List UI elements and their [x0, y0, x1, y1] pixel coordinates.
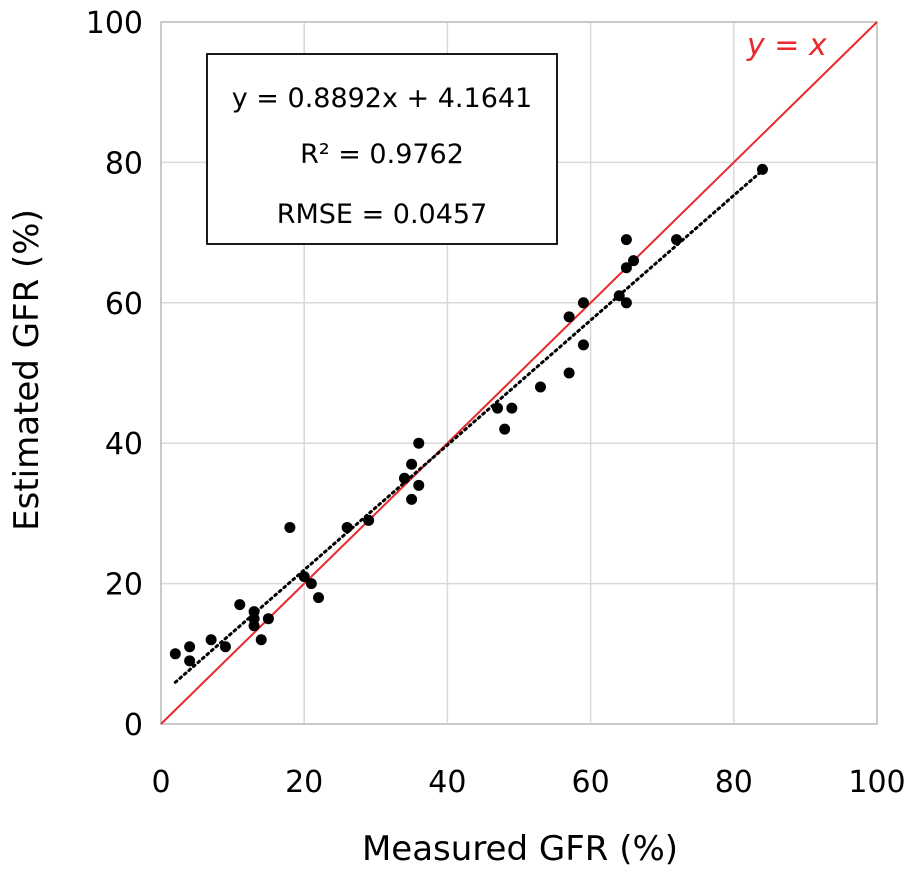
data-point: [284, 521, 296, 533]
data-point: [298, 571, 310, 583]
x-tick-label: 20: [285, 765, 323, 800]
data-point: [184, 641, 196, 653]
data-point: [577, 297, 589, 309]
y-axis-ticks: 0 20 40 60 80 100: [86, 6, 143, 743]
data-point: [205, 634, 217, 646]
x-axis-ticks: 0 20 40 60 80 100: [151, 765, 905, 800]
y-tick-label: 20: [105, 568, 143, 603]
data-point: [499, 423, 511, 435]
y-axis-label: Estimated GFR (%): [7, 209, 47, 531]
data-point: [363, 514, 375, 526]
data-point: [506, 402, 518, 414]
x-tick-label: 80: [715, 765, 753, 800]
data-point: [341, 521, 353, 533]
data-point: [671, 234, 683, 246]
x-tick-label: 100: [848, 765, 905, 800]
data-point: [262, 613, 274, 625]
data-point: [413, 437, 425, 449]
data-point: [577, 339, 589, 351]
data-point: [492, 402, 504, 414]
x-tick-label: 0: [151, 765, 170, 800]
data-point: [248, 620, 260, 632]
data-point: [620, 262, 632, 274]
data-point: [406, 493, 418, 505]
rmse-text: RMSE = 0.0457: [277, 199, 488, 230]
data-point: [563, 311, 575, 323]
data-point: [756, 163, 768, 175]
data-point: [219, 641, 231, 653]
data-point: [305, 578, 317, 590]
plot-area: [160, 21, 878, 725]
data-point: [169, 648, 181, 660]
data-point: [184, 655, 196, 667]
data-point: [413, 479, 425, 491]
annotation-box: y = 0.8892x + 4.1641 R² = 0.9762 RMSE = …: [206, 53, 558, 245]
x-tick-label: 40: [428, 765, 466, 800]
x-tick-label: 60: [572, 765, 610, 800]
data-point: [613, 290, 625, 302]
data-point: [234, 599, 246, 611]
reference-line: [160, 21, 878, 725]
data-point: [534, 381, 546, 393]
data-point: [628, 255, 640, 267]
annotation-border: [206, 53, 558, 245]
y-tick-label: 0: [124, 708, 143, 743]
data-point: [620, 297, 632, 309]
trendline: [173, 168, 764, 684]
reference-line-label: y = x: [746, 28, 827, 63]
data-point: [255, 634, 267, 646]
data-point: [563, 367, 575, 379]
y-tick-label: 100: [86, 6, 143, 41]
y-tick-label: 80: [105, 146, 143, 181]
data-point: [620, 234, 632, 246]
r-squared-text: R² = 0.9762: [300, 139, 464, 170]
x-axis-label: Measured GFR (%): [362, 829, 678, 869]
data-points: [169, 163, 768, 667]
data-point: [313, 592, 325, 604]
data-point: [406, 458, 418, 470]
equation-text: y = 0.8892x + 4.1641: [232, 83, 532, 114]
y-tick-label: 40: [105, 427, 143, 462]
data-point: [398, 472, 410, 484]
y-tick-label: 60: [105, 287, 143, 322]
